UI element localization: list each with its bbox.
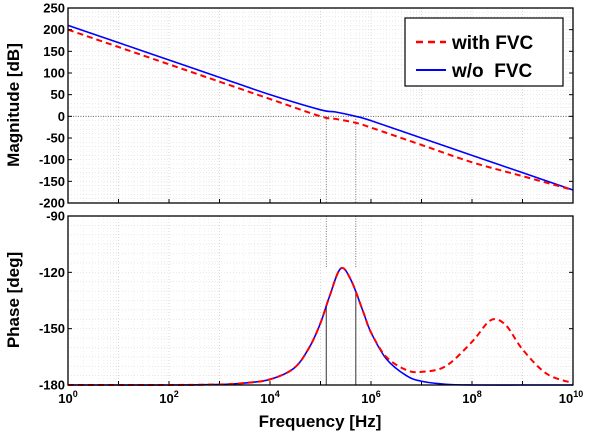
magnitude-series-with-fvc-line: [67, 28, 574, 191]
phase-y-axis-label: Phase [deg]: [4, 252, 23, 348]
phase-plot-frame: [67, 215, 574, 386]
phase-y-tick-label: -120: [39, 265, 65, 280]
x-tick-label: 104: [260, 389, 279, 406]
phase-y-ticks: -90 -120 -150 -180: [39, 209, 573, 393]
magnitude-grid: [67, 7, 574, 204]
magnitude-y-tick-label: 250: [43, 1, 65, 16]
phase-reference-lines: [325, 216, 357, 385]
magnitude-y-tick-label: -100: [39, 152, 65, 167]
magnitude-y-tick-label: 150: [43, 44, 65, 59]
phase-y-tick-label: -180: [39, 378, 65, 393]
phase-series-with-fvc-line: [68, 266, 574, 387]
magnitude-y-tick-label: -150: [39, 174, 65, 189]
x-tick-label: 102: [159, 389, 178, 406]
legend-label-without-fvc: w/o FVC: [451, 61, 533, 82]
x-tick-label: 100: [58, 389, 77, 406]
magnitude-y-tick-label: 200: [43, 22, 65, 37]
magnitude-y-tick-label: -50: [46, 131, 65, 146]
x-axis-label: Frequency [Hz]: [259, 412, 382, 431]
phase-series: [68, 266, 574, 387]
magnitude-y-tick-label: -200: [39, 196, 65, 211]
magnitude-plot-frame: [67, 7, 574, 204]
phase-y-tick-label: -150: [39, 321, 65, 336]
magnitude-y-tick-label: 50: [51, 87, 65, 102]
phase-y-tick-label: -90: [46, 209, 65, 224]
magnitude-series-without-fvc-line: [67, 24, 574, 191]
magnitude-series: [67, 24, 574, 191]
phase-grid: [67, 215, 574, 386]
phase-x-ticks: 100 102 104 106 108 1010: [58, 389, 583, 406]
magnitude-y-tick-label: 100: [43, 66, 65, 81]
legend: with FVC w/o FVC: [404, 17, 564, 87]
magnitude-reference-lines: [68, 115, 573, 203]
magnitude-y-tick-label: 0: [58, 109, 65, 124]
x-tick-label: 1010: [559, 389, 583, 406]
x-tick-label: 106: [361, 389, 380, 406]
legend-label-with-fvc: with FVC: [451, 33, 534, 54]
magnitude-y-axis-label: Magnitude [dB]: [4, 43, 23, 167]
x-tick-label: 108: [462, 389, 481, 406]
magnitude-plot: 250 200 150 100 50 0 -50 -100 -150 -200 Magnitude…: [4, 1, 574, 211]
magnitude-y-ticks: 250 200 150 100 50 0 -50 -100 -150 -200: [39, 1, 573, 211]
legend-box: [404, 17, 564, 87]
phase-plot: -90 -120 -150 -180 100 102 104 106 108 1010 Phas…: [4, 209, 583, 432]
